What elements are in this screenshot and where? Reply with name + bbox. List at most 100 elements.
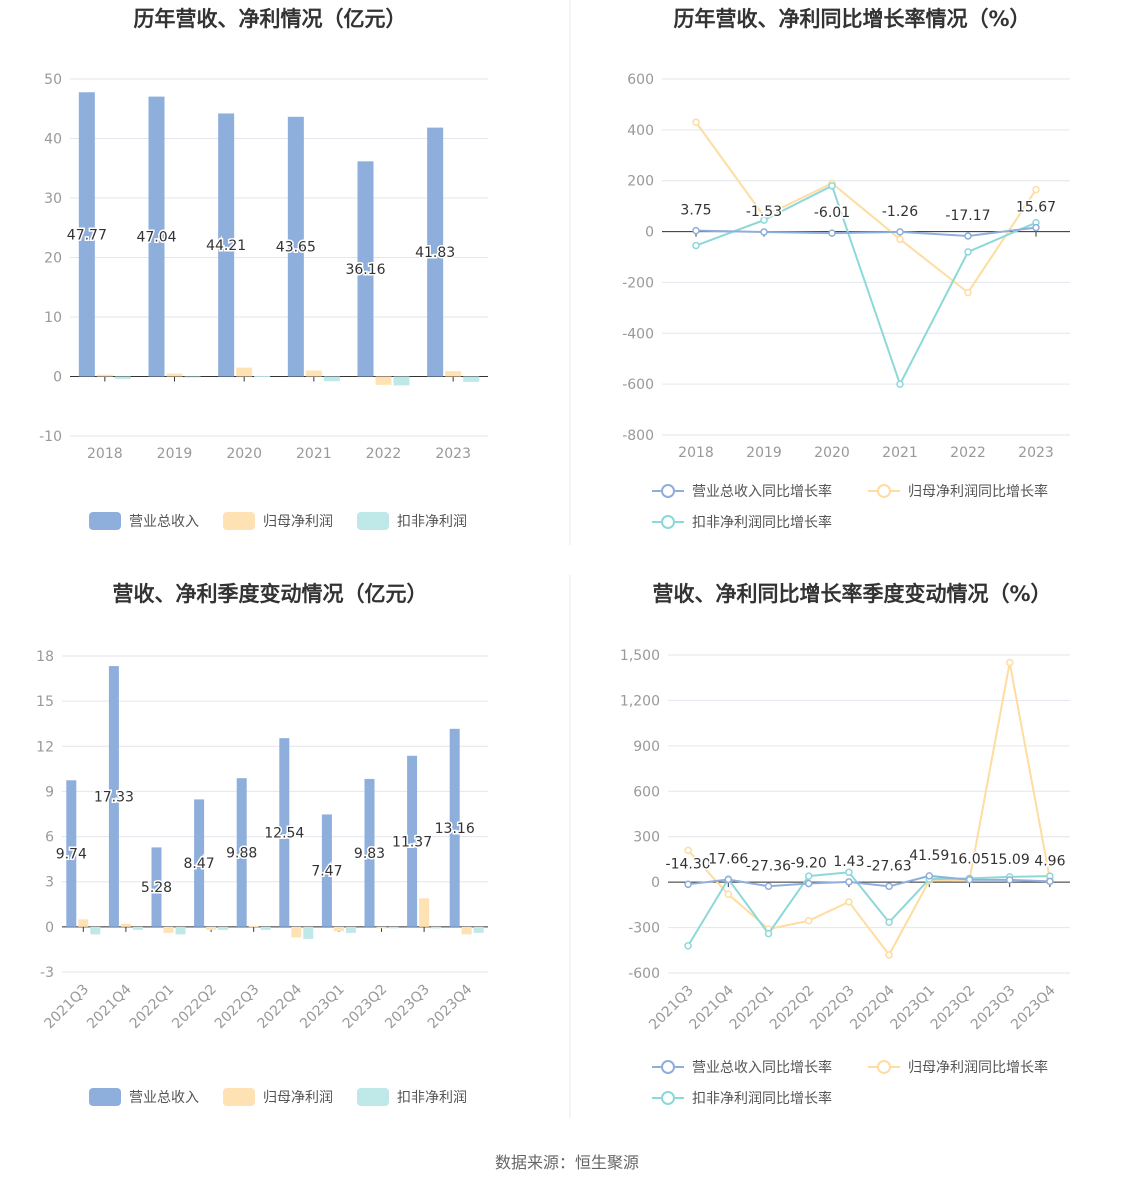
y-tick-label: 0 [651,875,660,891]
legend-marker [661,515,675,529]
data-point [692,241,700,250]
data-label: 9.74 [56,847,87,863]
series-line [687,662,1051,957]
x-tick-label: 2023Q3 [382,982,433,1033]
x-tick-label: 2023 [435,446,471,462]
x-tick-label: 2018 [87,446,123,462]
bar [236,778,247,927]
y-tick-label: 50 [44,72,62,88]
series-line [687,874,1050,888]
annual-revenue-profit-chart: 历年营收、净利情况（亿元） -10 0 10 20 30 40 50 2018 2019 2020… [39,7,488,530]
series-line [695,184,1037,387]
data-point [1032,185,1040,194]
data-label: 12.54 [264,826,304,842]
bar [287,116,304,377]
data-point [764,882,773,891]
bar [321,814,332,927]
legend-label: 扣非净利润 [397,514,467,530]
series-line [687,871,1050,947]
y-tick-label: 18 [36,649,54,665]
legend-label: 营业总收入同比增长率 [692,483,832,500]
data-point [896,380,904,388]
legend-swatch [357,512,389,530]
data-point [828,182,836,190]
legend-swatch [89,1088,121,1106]
data-label: 44.21 [206,238,246,254]
bar [305,370,322,377]
legend-label: 归母净利润 [263,513,333,530]
bar [148,96,165,377]
data-point [964,248,972,256]
bar [254,375,271,377]
bar [445,371,462,377]
data-point [1032,223,1040,232]
legend-label: 营业总收入同比增长率 [692,1059,832,1076]
legend-marker [877,484,891,498]
bar [303,926,314,939]
legend-marker [661,1091,675,1105]
bar [114,376,131,379]
data-label: 8.47 [184,856,215,872]
data-label: 47.04 [136,230,176,246]
data-point [804,872,813,880]
data-label: -27.63 [867,858,912,874]
bar [279,738,290,927]
data-label: -27.36 [746,858,791,874]
y-tick-label: 900 [633,739,660,755]
bar [291,926,302,938]
data-label: 17.66 [708,851,748,867]
data-point [1046,877,1054,886]
bar [260,926,271,930]
legend-label: 扣非净利润同比增长率 [692,514,832,531]
data-point [925,872,934,880]
x-tick-label: 2021 [296,446,332,462]
y-tick-label: -600 [628,966,660,982]
bar [449,728,460,927]
x-tick-label: 2022 [950,445,986,461]
legend-label: 归母净利润同比增长率 [908,1059,1048,1076]
legend-label: 扣非净利润同比增长率 [692,1090,832,1107]
data-point [964,232,972,240]
data-label: -14.30 [666,856,711,872]
bar [78,919,89,927]
bar [236,367,253,377]
x-tick-label: 2023Q4 [425,981,476,1032]
x-tick-label: 2022 [366,446,402,462]
data-label: -1.53 [746,204,782,220]
y-tick-label: 3 [45,875,54,891]
bar [393,376,410,386]
data-point [1005,876,1014,884]
y-tick-label: -800 [622,428,654,444]
data-label: -9.20 [791,856,827,872]
y-tick-label: -200 [622,275,654,291]
data-point [885,882,893,891]
bar [427,127,444,377]
y-tick-label: -10 [39,429,62,445]
y-tick-label: -400 [622,326,654,342]
bar [419,898,430,927]
bar [333,926,344,932]
legend-label: 营业总收入 [129,1090,199,1106]
bar [357,161,374,377]
y-tick-label: 9 [45,784,54,800]
series-line [695,121,1037,295]
y-tick-label: 30 [44,191,62,207]
bar [375,376,392,385]
y-tick-label: -3 [40,965,54,981]
x-tick-label: 2022Q1 [127,982,178,1033]
x-tick-label: 2023Q2 [340,982,391,1033]
bar [345,926,356,933]
data-label: 15.09 [990,852,1030,868]
data-point [692,226,700,235]
data-point [896,235,904,243]
chart-title: 历年营收、净利同比增长率情况（%） [673,7,1030,31]
bar [163,926,174,933]
data-label: 4.96 [1034,853,1065,869]
data-point [760,216,768,224]
x-tick-label: 2020 [226,446,262,462]
data-point [1005,658,1014,667]
data-label: 3.75 [680,203,711,219]
y-tick-label: 0 [45,920,54,936]
annual-growth-rate-chart: 历年营收、净利同比增长率情况（%） -800 -600 -400 -200 0 200 40… [622,7,1070,531]
